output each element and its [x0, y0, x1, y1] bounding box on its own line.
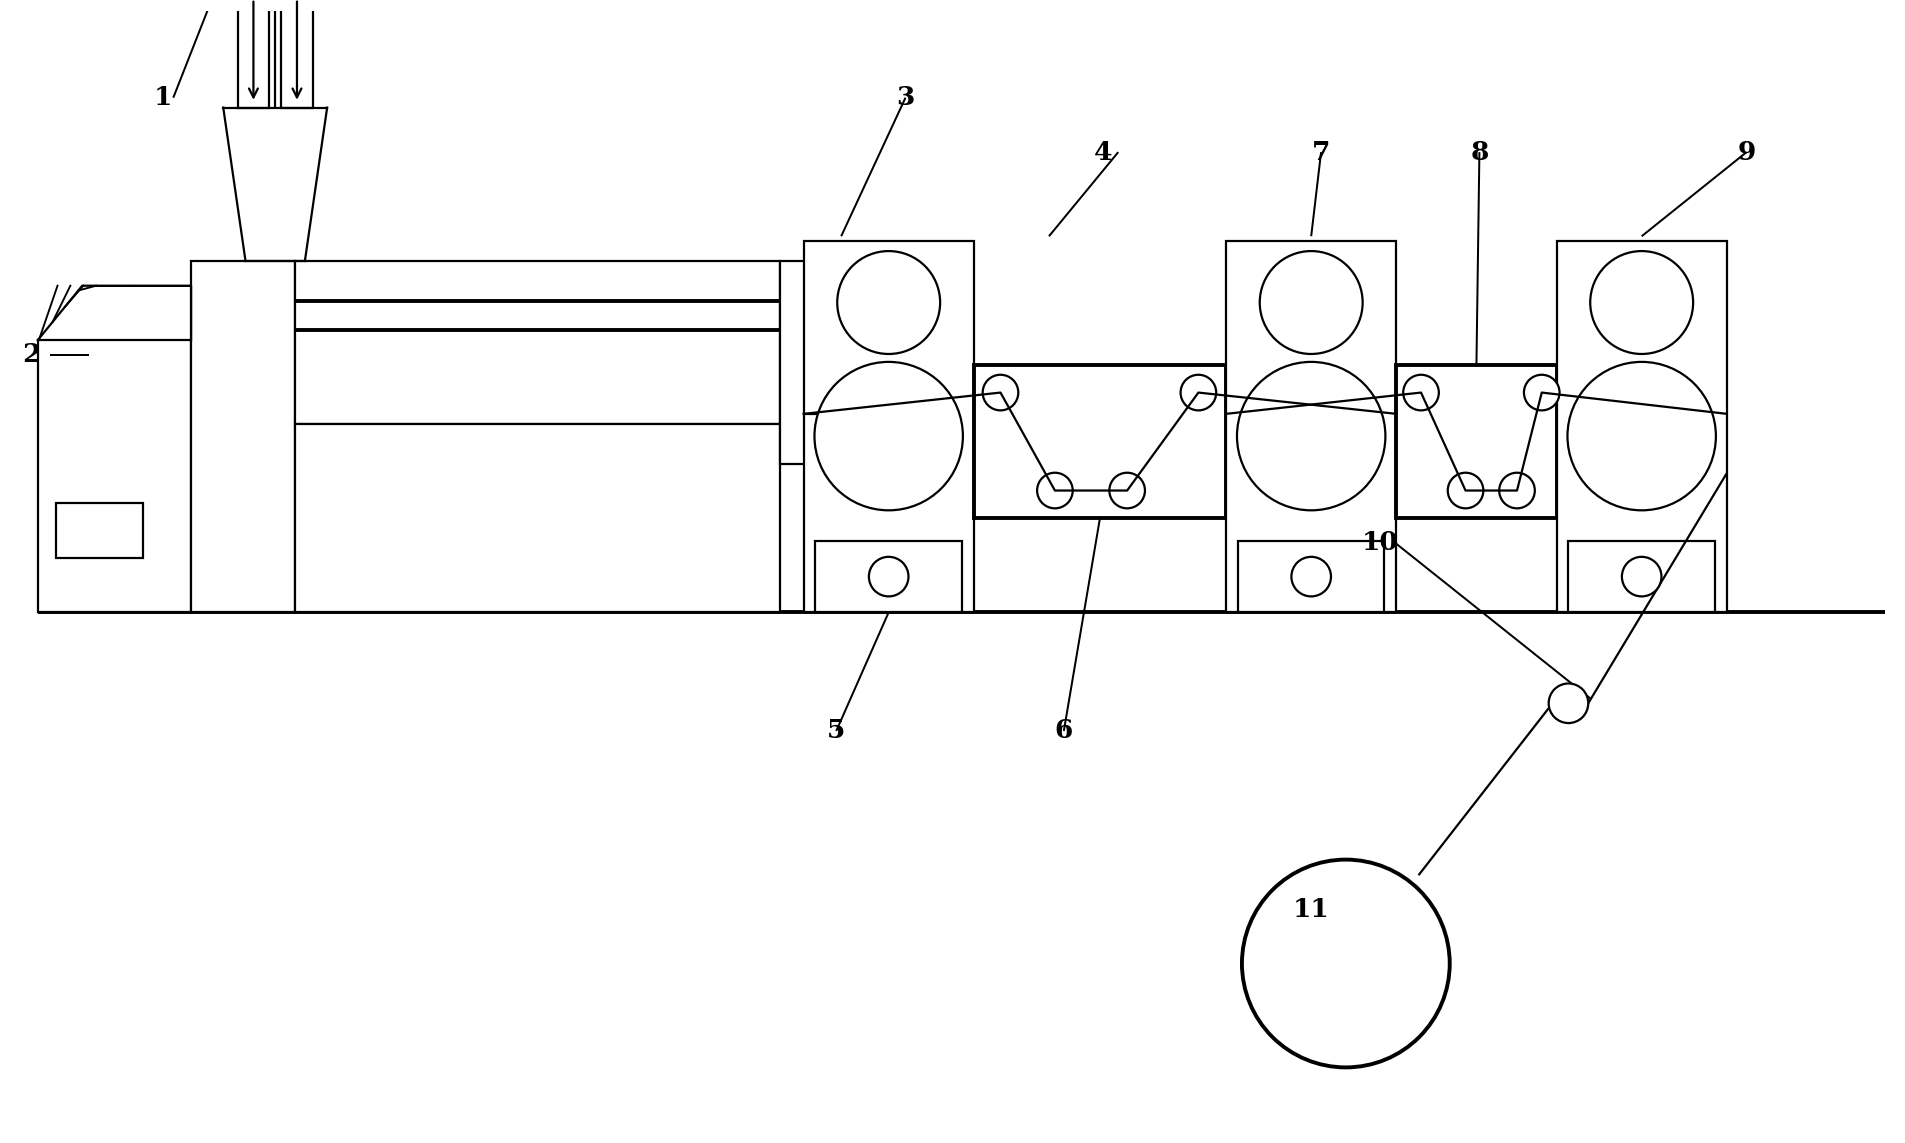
Bar: [1238, 541, 1383, 613]
Circle shape: [1179, 375, 1215, 410]
Circle shape: [1524, 375, 1558, 410]
Circle shape: [1621, 557, 1661, 597]
Bar: [812, 281, 855, 443]
Bar: [1225, 241, 1396, 613]
Circle shape: [1036, 473, 1073, 509]
Text: 11: 11: [1292, 896, 1330, 921]
Bar: [779, 261, 812, 464]
Text: 4: 4: [1093, 139, 1113, 165]
Circle shape: [836, 251, 939, 354]
Text: 9: 9: [1737, 139, 1755, 165]
Bar: [1556, 241, 1726, 613]
Circle shape: [1448, 473, 1482, 509]
Bar: [295, 424, 779, 613]
Circle shape: [1549, 684, 1587, 724]
Circle shape: [1259, 251, 1362, 354]
Circle shape: [1109, 473, 1145, 509]
Bar: [815, 541, 962, 613]
Bar: [190, 261, 295, 613]
Circle shape: [869, 557, 909, 597]
Circle shape: [1242, 860, 1450, 1068]
Circle shape: [1236, 362, 1385, 510]
Bar: [973, 365, 1225, 518]
Bar: [38, 341, 190, 613]
Text: 1: 1: [154, 86, 173, 110]
Circle shape: [1566, 362, 1714, 510]
Text: 2: 2: [23, 343, 40, 367]
Bar: [1396, 365, 1556, 518]
Bar: [282, 0, 312, 107]
Text: 3: 3: [895, 86, 914, 110]
Bar: [1568, 541, 1714, 613]
Text: 5: 5: [827, 719, 846, 743]
Bar: [295, 261, 779, 424]
Bar: [804, 241, 973, 613]
Circle shape: [1589, 251, 1692, 354]
Circle shape: [1499, 473, 1534, 509]
Text: 10: 10: [1362, 530, 1398, 555]
Bar: [238, 0, 269, 107]
Text: 8: 8: [1469, 139, 1488, 165]
Bar: [55, 503, 143, 558]
Circle shape: [1402, 375, 1438, 410]
Circle shape: [983, 375, 1017, 410]
Text: 6: 6: [1053, 719, 1073, 743]
Text: 7: 7: [1311, 139, 1330, 165]
Circle shape: [813, 362, 962, 510]
Circle shape: [1292, 557, 1330, 597]
